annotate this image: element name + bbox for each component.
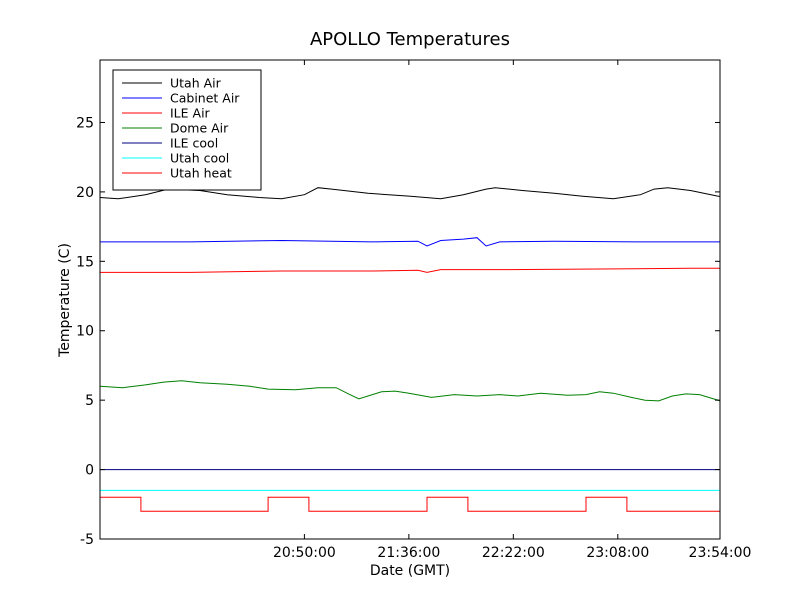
chart-title: APOLLO Temperatures (310, 29, 510, 50)
y-tick-label: 15 (76, 254, 94, 270)
series-layer (100, 187, 720, 526)
y-tick-label: 10 (76, 324, 94, 340)
legend-label: Utah Air (170, 76, 222, 91)
y-tick-label: -5 (80, 532, 94, 548)
legend-item-ile-cool: ILE cool (122, 136, 218, 151)
x-axis-label: Date (GMT) (370, 563, 450, 579)
x-tick-label: 23:54:00 (689, 545, 752, 561)
series-line-utah-heat (100, 496, 720, 526)
plot-frame (99, 59, 721, 540)
legend-item-utah-heat: Utah heat (122, 166, 232, 181)
legend-item-ile-air: ILE Air (122, 106, 211, 121)
series-line-ile-air (100, 267, 720, 273)
legend-label: Utah cool (170, 151, 229, 166)
x-tick-label: 23:08:00 (586, 545, 649, 561)
y-tick-label: 20 (76, 185, 94, 201)
x-axis: 20:50:00 21:36:00 22:22:00 23:08:00 23:54:00 (273, 60, 751, 561)
y-axis-label: Temperature (C) (57, 243, 73, 358)
series-line-cabinet-air (100, 237, 720, 247)
legend-label: Cabinet Air (170, 91, 240, 106)
y-tick-label: 25 (76, 115, 94, 131)
legend-item-utah-air: Utah Air (122, 76, 222, 91)
legend-label: ILE Air (170, 106, 211, 121)
x-tick-label: 22:22:00 (482, 545, 545, 561)
legend-label: Dome Air (170, 121, 229, 136)
legend-item-dome-air: Dome Air (122, 121, 229, 136)
legend-label: Utah heat (170, 166, 232, 181)
legend-item-cabinet-air: Cabinet Air (122, 91, 240, 106)
y-tick-label: 5 (85, 393, 94, 409)
x-tick-label: 20:50:00 (273, 545, 336, 561)
series-line-dome-air (100, 380, 720, 402)
legend-label: ILE cool (170, 136, 218, 151)
legend-item-utah-cool: Utah cool (122, 151, 229, 166)
series-line-utah-air (100, 187, 720, 200)
legend-box (112, 69, 262, 191)
y-tick-label: 0 (85, 463, 94, 479)
y-axis: -5 0 5 10 15 20 25 (76, 115, 720, 548)
x-tick-label: 21:36:00 (377, 545, 440, 561)
